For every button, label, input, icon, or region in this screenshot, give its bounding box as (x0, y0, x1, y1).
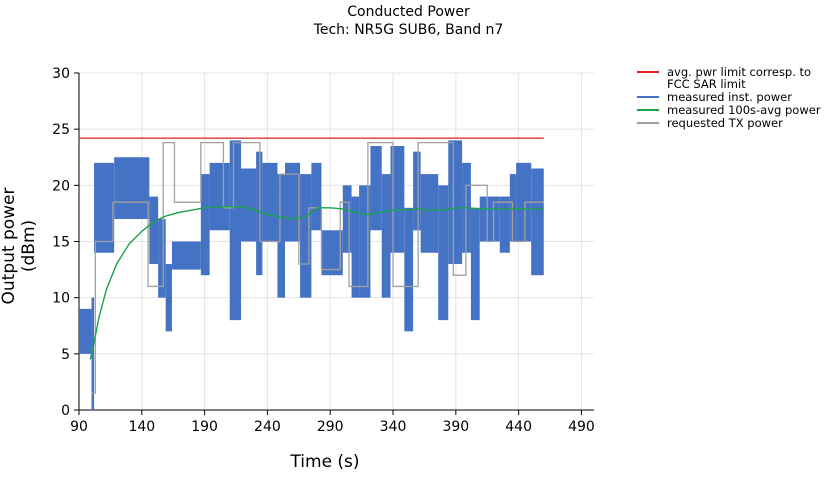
x-tick-label: 490 (568, 419, 595, 435)
legend-swatch-inst-power (637, 96, 659, 98)
legend: avg. pwr limit corresp. to FCC SAR limit… (637, 66, 837, 130)
y-tick-label: 5 (61, 347, 70, 363)
y-tick-label: 25 (52, 122, 70, 138)
x-tick-label: 440 (505, 419, 532, 435)
inst-power-band (531, 168, 544, 276)
inst-power-band (300, 174, 312, 298)
inst-power-band (200, 174, 210, 276)
inst-power-band (133, 157, 150, 220)
legend-label-requested-tx: requested TX power (667, 116, 783, 130)
inst-power-band (470, 207, 480, 321)
chart-title: Conducted Power (347, 4, 470, 20)
inst-power-band (351, 196, 360, 298)
x-tick-label: 390 (442, 419, 469, 435)
inst-power-band (370, 146, 382, 231)
inst-power-band (413, 151, 421, 231)
inst-power-band (438, 185, 449, 321)
legend-label-fcc-limit: avg. pwr limit corresp. to FCC SAR limit (667, 65, 812, 91)
inst-power-band (229, 140, 242, 321)
legend-item-avg-power: measured 100s-avg power (637, 104, 837, 116)
inst-power-band (277, 174, 285, 298)
inst-power-band (262, 162, 278, 242)
x-tick-label: 290 (317, 419, 344, 435)
inst-power-band (114, 157, 134, 220)
x-tick-label: 340 (380, 419, 407, 435)
avg-power-line (89, 205, 544, 360)
legend-swatch-avg-power (637, 109, 659, 111)
inst-power-band (165, 263, 172, 332)
inst-power-band (285, 162, 301, 242)
inst-power-band (420, 174, 439, 253)
inst-power-band (91, 297, 95, 410)
inst-power-band (499, 196, 510, 253)
legend-swatch-requested-tx (637, 122, 659, 124)
inst-power-band (321, 230, 343, 276)
inst-power-band (158, 219, 166, 298)
y-tick-label: 10 (52, 291, 70, 307)
chart-subtitle: Tech: NR5G SUB6, Band n7 (313, 22, 504, 38)
inst-power-band (94, 162, 115, 253)
inst-power-band (359, 185, 371, 298)
y-tick-label: 30 (52, 66, 70, 82)
x-tick-label: 90 (70, 419, 88, 435)
x-tick-label: 240 (254, 419, 281, 435)
inst-power-band (479, 196, 500, 242)
x-tick-label: 190 (191, 419, 218, 435)
inst-power-band (149, 196, 159, 264)
inst-power-band (311, 162, 322, 231)
inst-power-band (342, 185, 352, 253)
legend-item-requested-tx: requested TX power (637, 117, 837, 129)
inst-power-band (209, 162, 230, 231)
legend-item-fcc-limit: avg. pwr limit corresp. to FCC SAR limit (637, 66, 837, 90)
inst-power-band (404, 207, 414, 332)
y-tick-label: 20 (52, 178, 70, 194)
inst-power-band (171, 241, 201, 270)
requested-tx-power-line (91, 141, 544, 394)
inst-power-band (241, 168, 257, 242)
inst-power-band (516, 162, 532, 242)
inst-power-band (448, 140, 463, 264)
inst-power-band (381, 174, 391, 298)
y-tick-label: 15 (52, 235, 70, 251)
legend-swatch-fcc-limit (637, 71, 659, 73)
y-tick-label: 0 (61, 403, 70, 419)
inst-power-band (390, 146, 405, 253)
legend-label-avg-power: measured 100s-avg power (667, 103, 821, 117)
legend-item-inst-power: measured inst. power (637, 91, 837, 103)
legend-label-inst-power: measured inst. power (667, 90, 792, 104)
inst-power-band (79, 308, 92, 354)
x-axis-label: Time (s) (290, 452, 360, 472)
y-axis-label: Output power (dBm) (0, 187, 39, 305)
x-tick-label: 140 (128, 419, 155, 435)
